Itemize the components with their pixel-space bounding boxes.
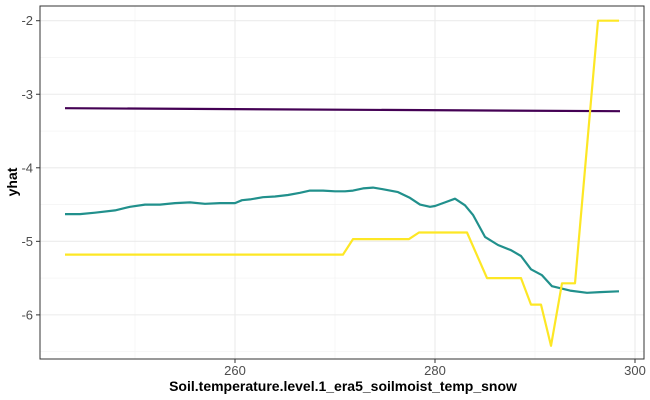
- series-line-1: [64, 107, 621, 113]
- panel-border: [39, 5, 645, 360]
- grid: [40, 6, 644, 359]
- y-tick-label: -3: [21, 87, 33, 102]
- axis-ticks: 260 280 300 -6 -5 -4 -3 -2: [21, 13, 645, 378]
- series-line-3: [65, 19, 619, 347]
- y-tick-label: -6: [21, 307, 33, 322]
- x-tick-label: 300: [624, 363, 646, 378]
- series-line-2: [65, 186, 620, 294]
- y-axis-title: yhat: [4, 167, 20, 196]
- x-tick-label: 260: [224, 363, 246, 378]
- y-tick-label: -5: [21, 234, 33, 249]
- series-layer: [64, 19, 621, 347]
- x-tick-label: 280: [424, 363, 446, 378]
- x-axis-title: Soil.temperature.level.1_era5_soilmoist_…: [169, 378, 517, 394]
- y-tick-label: -2: [21, 13, 33, 28]
- y-tick-label: -4: [21, 160, 33, 175]
